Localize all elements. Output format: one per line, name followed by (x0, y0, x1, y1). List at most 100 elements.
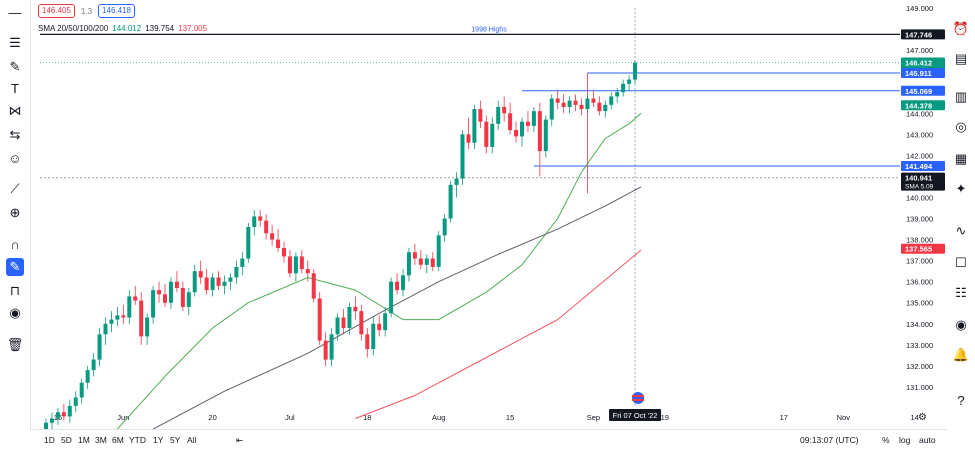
auto-toggle[interactable]: auto (919, 435, 936, 445)
range-button-1m[interactable]: 1M (78, 435, 90, 445)
buy-button[interactable]: 146.418 (98, 4, 135, 18)
y-tick-label: 140.000 (906, 193, 933, 202)
x-tick-label: Jul (285, 413, 295, 422)
candle-body (418, 258, 423, 265)
magnet-icon[interactable]: ∩ (10, 237, 20, 252)
cursor-icon[interactable]: — (8, 5, 22, 20)
sell-button[interactable]: 146.405 (38, 4, 75, 18)
pattern-icon[interactable]: ⋈ (8, 103, 22, 118)
candle-body (246, 226, 251, 259)
candle-body (287, 256, 292, 274)
candle-body (454, 178, 459, 185)
horizontal-line-label: 1998 Highs (471, 26, 507, 33)
candle-body (508, 113, 513, 131)
alarm-icon[interactable]: ⏰ (952, 21, 970, 36)
lock-icon[interactable]: ⊓ (9, 283, 21, 298)
percent-toggle[interactable]: % (882, 435, 890, 445)
brush-icon[interactable]: ✎ (9, 59, 21, 74)
range-button-5d[interactable]: 5D (61, 435, 72, 445)
candle-body (609, 96, 614, 105)
candle-body (466, 134, 471, 143)
candle-body (591, 98, 596, 103)
economic-event-flag-stripe (632, 399, 645, 401)
sma-50-line (152, 186, 642, 429)
x-tick-label: Jun (117, 413, 129, 422)
candle-body (240, 258, 245, 267)
candle-body (67, 405, 72, 417)
candle-body (192, 271, 197, 293)
chat-icon[interactable]: ☐ (955, 255, 967, 270)
candle-body (424, 258, 429, 265)
y-tick-label: 133.000 (906, 341, 933, 350)
candle-body (353, 306, 358, 312)
emoji-icon[interactable]: ☺ (8, 151, 22, 166)
candle-body (395, 281, 400, 291)
economic-event-icon[interactable] (632, 392, 645, 404)
help-icon[interactable]: ? (957, 393, 965, 408)
x-tick-label: 17 (780, 413, 788, 422)
candle-body (478, 109, 483, 122)
settings-icon[interactable]: ⚙ (918, 412, 927, 423)
eye-icon[interactable]: ◉ (9, 305, 21, 320)
price-label: 147.746 (905, 30, 932, 39)
price-label-box (901, 161, 945, 172)
candle-body (561, 102, 566, 107)
candle-body (282, 248, 286, 257)
price-label: 146.412 (905, 58, 932, 67)
broadcast-icon[interactable]: ◉ (955, 317, 967, 332)
range-button-all[interactable]: All (187, 435, 197, 445)
target-icon[interactable]: ◎ (955, 119, 967, 134)
candle-body (139, 300, 144, 337)
chat-rooms-icon[interactable]: ☷ (955, 285, 967, 300)
price-label: 137.565 (905, 245, 932, 254)
news-icon[interactable]: ▥ (954, 89, 968, 104)
date-range-icon[interactable]: ⇤ (236, 435, 244, 445)
candle-body (85, 370, 90, 383)
price-label: 140.941 (905, 174, 932, 183)
x-tick-label: 19 (661, 413, 669, 422)
range-button-1d[interactable]: 1D (44, 435, 55, 445)
candle-body (311, 273, 316, 299)
log-toggle[interactable]: log (899, 435, 911, 445)
range-button-ytd[interactable]: YTD (129, 435, 146, 445)
candle-body (341, 317, 346, 328)
candle-body (109, 319, 114, 324)
range-button-3m[interactable]: 3M (95, 435, 107, 445)
stream-icon[interactable]: ∿ (955, 223, 967, 238)
candle-body (335, 317, 340, 335)
range-button-5y[interactable]: 5Y (170, 435, 181, 445)
trend-line-icon[interactable]: ☰ (9, 35, 21, 50)
spread-value: 1.3 (80, 6, 93, 16)
watchlist-icon[interactable]: ▤ (954, 51, 968, 66)
candle-body (127, 296, 132, 318)
range-button-6m[interactable]: 6M (112, 435, 124, 445)
stay-drawing-icon[interactable]: ✎ (6, 258, 24, 276)
calendar-icon[interactable]: ▦ (954, 151, 968, 166)
range-button-1y[interactable]: 1Y (153, 435, 164, 445)
prediction-icon[interactable]: ⇆ (9, 127, 21, 142)
candle-body (61, 412, 66, 417)
bell-icon[interactable]: 🔔 (952, 347, 970, 362)
ruler-icon[interactable]: ⟋ (10, 181, 20, 196)
candle-body (549, 98, 554, 120)
candle-body (389, 281, 394, 314)
y-tick-label: 136.000 (906, 278, 933, 287)
lightbulb-icon[interactable]: ✦ (955, 181, 967, 196)
candle-body (305, 269, 310, 274)
candle-body (496, 106, 501, 124)
indicator-legend[interactable]: SMA 20/50/100/200 144.012 139.754 137.00… (38, 24, 207, 33)
price-chart[interactable]: 149.000147.000146.000145.000144.000143.0… (30, 0, 947, 429)
candle-body (44, 422, 48, 429)
sma-value-3: 137.005 (178, 24, 208, 33)
candle-body (91, 359, 96, 371)
candle-body (234, 266, 239, 278)
clock-readout[interactable]: 09:13:07 (UTC) (800, 435, 859, 445)
zoom-icon[interactable]: ⊕ (9, 205, 21, 220)
text-icon[interactable]: T (11, 81, 19, 96)
candle-body (627, 79, 632, 84)
candle-body (55, 412, 60, 419)
y-tick-label: 142.000 (906, 151, 933, 160)
sma-200-line (355, 249, 642, 419)
candle-body (204, 277, 209, 291)
trash-icon[interactable]: 🗑 (6, 337, 24, 352)
